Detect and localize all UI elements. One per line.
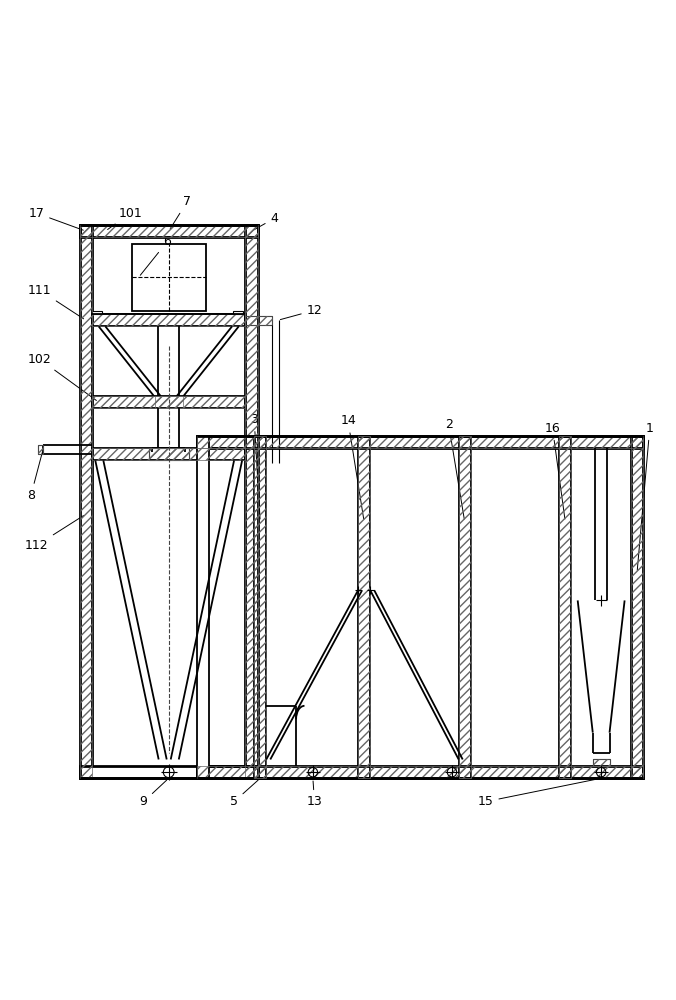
Bar <box>358 436 370 778</box>
Bar <box>210 448 631 766</box>
Bar <box>197 436 643 448</box>
Text: 9: 9 <box>140 780 167 808</box>
Text: 5: 5 <box>230 780 258 808</box>
Text: 1: 1 <box>637 422 654 570</box>
Bar <box>459 436 470 778</box>
Bar <box>92 314 245 326</box>
Text: 17: 17 <box>28 207 83 230</box>
Bar <box>80 225 92 778</box>
Text: 102: 102 <box>28 353 97 400</box>
Bar <box>149 448 189 460</box>
Bar <box>233 311 243 314</box>
Bar <box>358 436 370 778</box>
Bar <box>197 766 643 778</box>
Bar <box>80 225 92 778</box>
Bar <box>92 237 245 766</box>
Bar <box>155 396 183 408</box>
Bar <box>38 445 43 454</box>
Text: 12: 12 <box>281 304 322 320</box>
Text: 3: 3 <box>250 413 260 519</box>
Text: 4: 4 <box>254 212 279 230</box>
Bar <box>631 436 643 778</box>
Bar <box>92 396 245 408</box>
Bar <box>92 311 101 314</box>
Text: 8: 8 <box>27 452 43 502</box>
Bar <box>80 225 258 237</box>
Text: 7: 7 <box>170 195 191 229</box>
Bar <box>593 759 610 766</box>
Bar <box>80 225 258 237</box>
Bar <box>197 436 210 778</box>
Text: 2: 2 <box>445 418 464 519</box>
Bar <box>197 436 643 448</box>
Bar <box>254 436 266 778</box>
Bar <box>559 436 571 778</box>
Bar <box>245 316 272 325</box>
Bar <box>631 436 643 778</box>
Bar <box>197 766 643 778</box>
Bar <box>80 766 258 778</box>
Text: 13: 13 <box>307 781 322 808</box>
Bar <box>38 445 43 454</box>
Text: 14: 14 <box>340 414 364 519</box>
Text: 16: 16 <box>545 422 565 519</box>
Bar <box>245 225 258 778</box>
Text: 6: 6 <box>141 235 171 275</box>
Text: 101: 101 <box>107 207 142 230</box>
Bar <box>92 448 245 460</box>
Bar <box>459 436 470 778</box>
Bar <box>254 436 266 778</box>
Bar <box>593 759 610 766</box>
Bar <box>559 436 571 778</box>
Text: 15: 15 <box>477 779 598 808</box>
Bar <box>245 316 272 325</box>
Bar <box>132 244 206 311</box>
Bar <box>149 448 189 460</box>
Text: 112: 112 <box>24 516 84 552</box>
Bar <box>245 225 258 778</box>
Text: 111: 111 <box>28 284 84 319</box>
Bar <box>92 396 245 408</box>
Bar <box>92 448 245 460</box>
Bar <box>92 314 245 326</box>
